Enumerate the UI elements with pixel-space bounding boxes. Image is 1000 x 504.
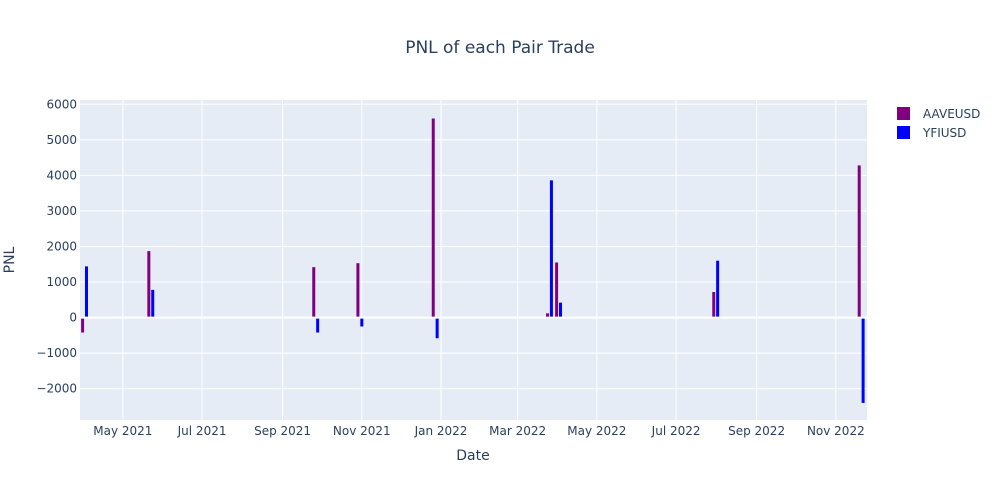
y-tick-label: 3000 [46,204,77,218]
y-tick-label: 5000 [46,133,77,147]
x-tick-label: May 2021 [93,424,152,438]
legend-label-aaveusd: AAVEUSD [923,107,980,121]
chart-title: PNL of each Pair Trade [405,38,595,58]
bar-yfiusd[interactable] [559,302,563,318]
legend-item-aaveusd[interactable]: AAVEUSD [897,107,980,121]
y-axis-label: PNL [2,246,18,273]
x-tick-label: Jul 2021 [177,424,227,438]
legend-swatch-aaveusd [897,107,910,120]
x-tick-label: Sep 2021 [254,424,311,438]
y-tick-label: 2000 [46,239,77,253]
x-tick-labels: May 2021 Jul 2021 Sep 2021 Nov 2021 Jan 2022… [93,424,864,438]
bar-yfiusd[interactable] [316,317,320,333]
bar-yfiusd[interactable] [435,317,439,339]
y-tick-label: 1000 [46,275,77,289]
y-tick-label: −1000 [36,346,77,360]
bar-yfiusd[interactable] [84,266,88,318]
x-tick-label: Sep 2022 [728,424,785,438]
bar-aaveusd[interactable] [356,263,360,318]
plot-area [80,100,867,420]
x-tick-label: Nov 2022 [807,424,865,438]
legend-label-yfiusd: YFIUSD [922,126,966,140]
bar-aaveusd[interactable] [857,165,861,318]
x-axis-label: Date [456,448,489,464]
x-tick-label: Mar 2022 [489,424,546,438]
legend-item-yfiusd[interactable]: YFIUSD [897,126,966,140]
bar-aaveusd[interactable] [81,317,85,333]
x-tick-label: Jan 2022 [414,424,468,438]
x-tick-label: May 2022 [567,424,626,438]
bar-yfiusd[interactable] [360,317,364,327]
bar-yfiusd[interactable] [151,289,155,318]
bar-aaveusd[interactable] [555,262,559,318]
y-tick-label: 6000 [46,97,77,111]
bar-aaveusd[interactable] [431,118,435,318]
x-tick-label: Nov 2021 [333,424,391,438]
bar-yfiusd[interactable] [716,260,720,318]
bar-aaveusd[interactable] [312,267,316,318]
x-tick-label: Jul 2022 [651,424,701,438]
legend[interactable]: AAVEUSD YFIUSD [897,107,980,140]
bars [81,118,865,403]
bar-yfiusd[interactable] [549,180,553,318]
bar-aaveusd[interactable] [712,292,716,318]
grid-lines [80,100,867,420]
y-tick-label: 0 [69,311,77,325]
y-tick-labels: −2000 −1000 0 1000 2000 3000 4000 5000 6000 [36,97,77,395]
bar-aaveusd[interactable] [147,251,151,318]
bar-aaveusd[interactable] [546,313,550,318]
legend-swatch-yfiusd [897,126,910,139]
y-tick-label: −2000 [36,382,77,396]
y-tick-label: 4000 [46,168,77,182]
bar-yfiusd[interactable] [861,317,865,403]
